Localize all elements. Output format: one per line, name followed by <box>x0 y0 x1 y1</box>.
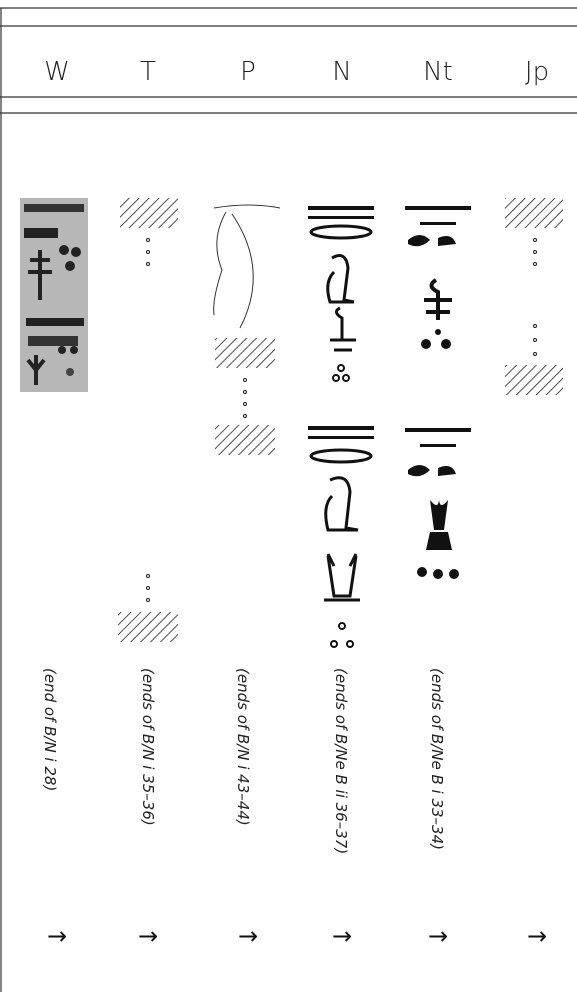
continuation-arrow: → <box>428 922 448 950</box>
hieroglyphs-n <box>308 206 374 648</box>
column-note: (end of B/N i 28) <box>41 668 59 791</box>
column-note: (ends of B/N i 43–44) <box>234 668 252 826</box>
column-header: N <box>332 57 351 87</box>
table-rules <box>0 7 577 992</box>
column-header: Nt <box>423 57 453 87</box>
continuation-arrow: → <box>238 922 258 950</box>
continuation-arrow: → <box>527 922 547 950</box>
column-header: P <box>240 57 256 87</box>
column-header: T <box>140 57 156 87</box>
column-note: (ends of B/Ne B ii 36–37) <box>332 668 350 854</box>
column-header: Jp <box>525 57 549 87</box>
lacuna-jp <box>505 198 563 395</box>
lacuna-p <box>213 204 281 455</box>
column-note: (ends of B/Ne B i 33–34) <box>428 668 446 850</box>
continuation-arrow: → <box>332 922 352 950</box>
hieroglyphs-w <box>20 198 88 392</box>
lacuna-t <box>118 198 178 642</box>
continuation-arrow: → <box>138 922 158 950</box>
hieroglyphs-nt <box>405 206 471 579</box>
continuation-arrow: → <box>47 922 67 950</box>
column-header: W <box>44 57 70 87</box>
column-note: (ends of B/N i 35–36) <box>139 668 157 826</box>
